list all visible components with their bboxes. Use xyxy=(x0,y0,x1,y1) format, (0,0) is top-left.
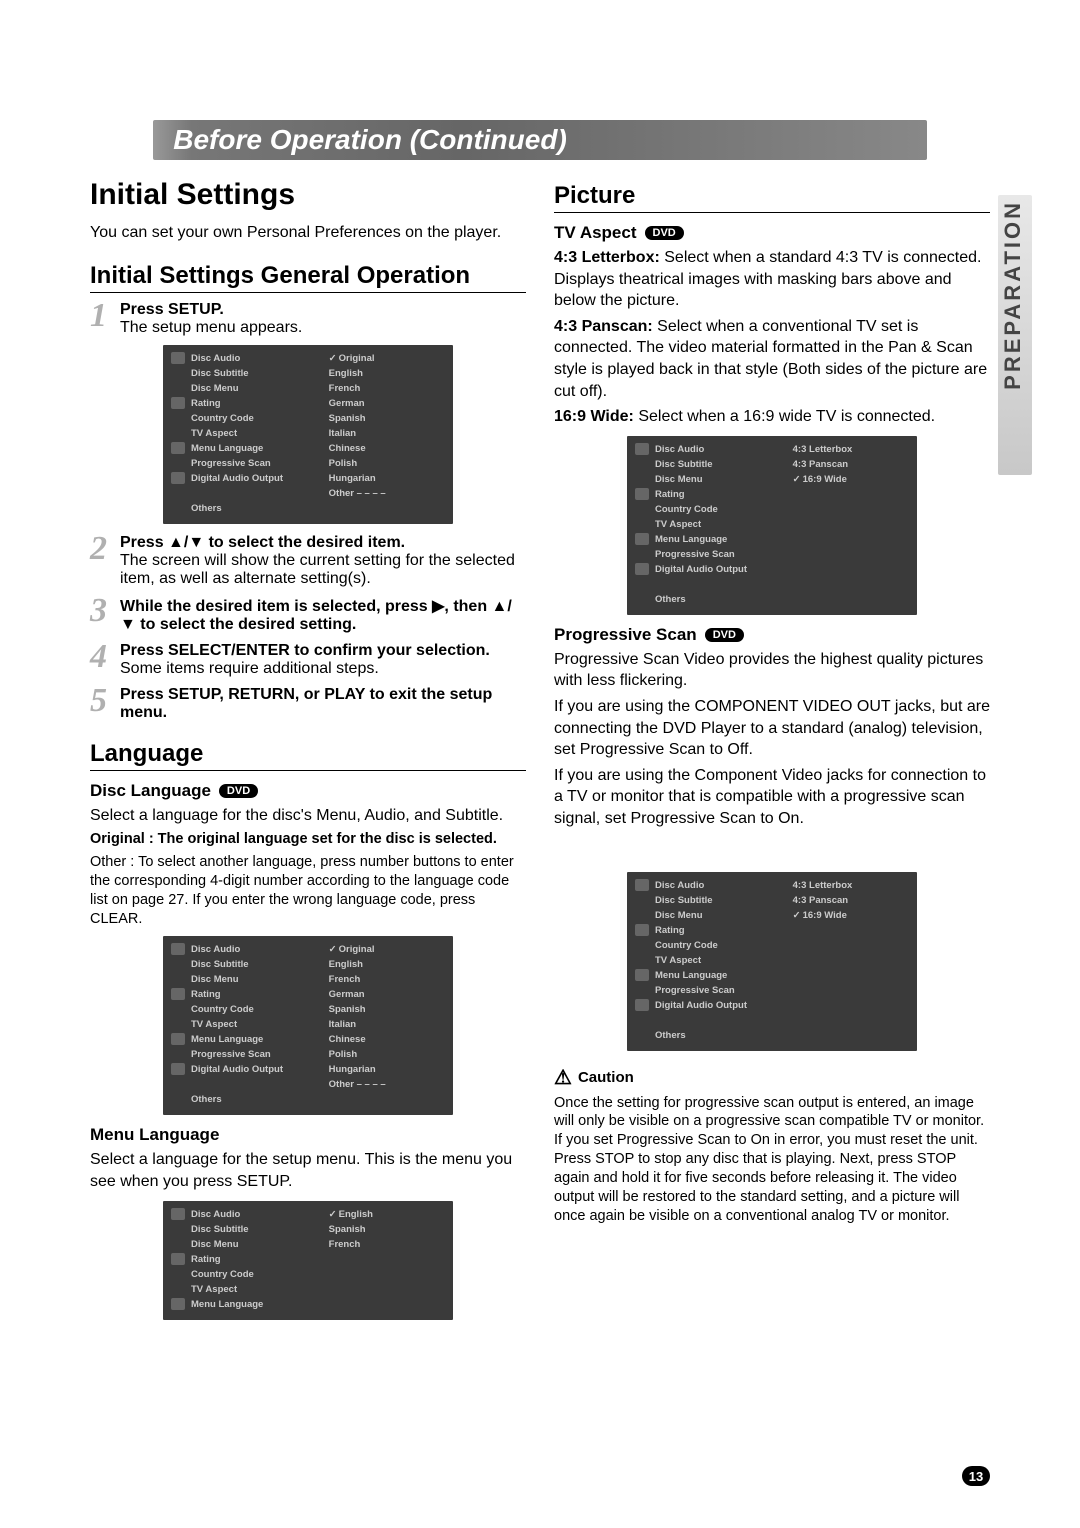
section-band: Before Operation (Continued) xyxy=(90,120,990,160)
heading-general-operation: Initial Settings General Operation xyxy=(90,262,526,293)
step-number: 3 xyxy=(90,596,114,634)
caution-body: Once the setting for progressive scan ou… xyxy=(554,1094,990,1226)
step-bold: While the desired item is selected, pres… xyxy=(120,598,512,633)
subheading-disc-language: Disc Language DVD xyxy=(90,781,526,801)
progressive-p3: If you are using the Component Video jac… xyxy=(554,765,990,830)
progressive-p1: Progressive Scan Video provides the high… xyxy=(554,649,990,692)
step-5: 5 Press SETUP, RETURN, or PLAY to exit t… xyxy=(90,686,526,722)
section-band-title: Before Operation (Continued) xyxy=(153,120,927,160)
right-column: Picture TV Aspect DVD 4:3 Letterbox: Sel… xyxy=(554,170,990,1330)
subheading-progressive-scan: Progressive Scan DVD xyxy=(554,625,990,645)
setup-menu-screenshot-1: Disc Audio Disc Subtitle Disc Menu Ratin… xyxy=(163,345,453,524)
step-3: 3 While the desired item is selected, pr… xyxy=(90,596,526,634)
page-number: 13 xyxy=(962,1466,990,1486)
dvd-badge: DVD xyxy=(219,784,258,798)
tv-aspect-43lb: 4:3 Letterbox: Select when a standard 4:… xyxy=(554,247,990,312)
setup-menu-screenshot-3: Disc Audio Disc Subtitle Disc Menu Ratin… xyxy=(163,1201,453,1320)
disc-language-body: Select a language for the disc's Menu, A… xyxy=(90,805,526,827)
intro-text: You can set your own Personal Preference… xyxy=(90,222,526,244)
step-number: 5 xyxy=(90,686,114,722)
left-column: Initial Settings You can set your own Pe… xyxy=(90,170,526,1330)
step-number: 2 xyxy=(90,534,114,588)
setup-menu-screenshot-2: Disc Audio Disc Subtitle Disc Menu Ratin… xyxy=(163,936,453,1115)
step-4: 4 Press SELECT/ENTER to confirm your sel… xyxy=(90,642,526,678)
tv-aspect-169: 16:9 Wide: Select when a 16:9 wide TV is… xyxy=(554,406,990,428)
step-bold: Press SETUP, RETURN, or PLAY to exit the… xyxy=(120,686,492,721)
subheading-tv-aspect: TV Aspect DVD xyxy=(554,223,990,243)
subheading-menu-language: Menu Language xyxy=(90,1125,526,1145)
tv-aspect-43ps: 4:3 Panscan: Select when a conventional … xyxy=(554,316,990,402)
step-1: 1 Press SETUP.The setup menu appears. xyxy=(90,301,526,337)
progressive-p2: If you are using the COMPONENT VIDEO OUT… xyxy=(554,696,990,761)
step-text: The setup menu appears. xyxy=(120,319,302,336)
setup-menu-screenshot-aspect-1: Disc Audio Disc Subtitle Disc Menu Ratin… xyxy=(627,436,917,615)
warning-icon: ⚠ xyxy=(554,1065,572,1090)
step-text: The screen will show the current setting… xyxy=(120,552,515,587)
step-text: Some items require additional steps. xyxy=(120,660,379,677)
menu-language-body: Select a language for the setup menu. Th… xyxy=(90,1149,526,1192)
step-number: 1 xyxy=(90,301,114,337)
page-title: Initial Settings xyxy=(90,178,526,212)
step-bold: Press SELECT/ENTER to confirm your selec… xyxy=(120,642,490,659)
caution-heading: ⚠ Caution xyxy=(554,1065,990,1090)
disc-language-original: Original : The original language set for… xyxy=(90,830,526,849)
step-bold: Press ▲/▼ to select the desired item. xyxy=(120,534,405,551)
heading-language: Language xyxy=(90,740,526,771)
dvd-badge: DVD xyxy=(645,226,684,240)
step-bold: Press SETUP. xyxy=(120,301,224,318)
step-2: 2 Press ▲/▼ to select the desired item.T… xyxy=(90,534,526,588)
step-number: 4 xyxy=(90,642,114,678)
sidebar-tab-label: PREPARATION xyxy=(1000,200,1026,390)
heading-picture: Picture xyxy=(554,182,990,213)
dvd-badge: DVD xyxy=(705,628,744,642)
disc-language-other: Other : To select another language, pres… xyxy=(90,853,526,928)
setup-menu-screenshot-aspect-2: Disc Audio Disc Subtitle Disc Menu Ratin… xyxy=(627,872,917,1051)
